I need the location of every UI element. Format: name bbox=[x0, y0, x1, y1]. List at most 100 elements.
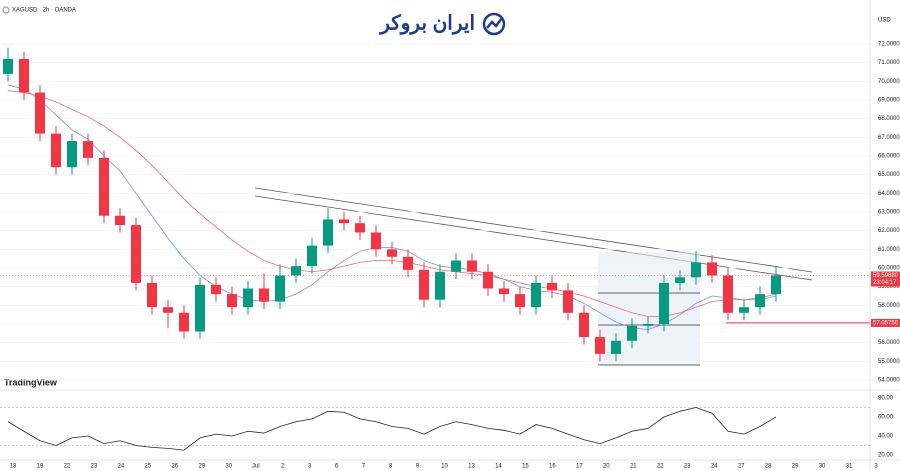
candle-body bbox=[451, 260, 461, 272]
brand-icon bbox=[482, 12, 506, 36]
x-tick-label: 23 bbox=[684, 464, 691, 470]
candle-body bbox=[467, 260, 477, 272]
candle-body bbox=[611, 340, 621, 354]
candle-body bbox=[147, 282, 157, 308]
last-price-label: 59.59880 bbox=[873, 273, 899, 279]
brand-arrow bbox=[486, 17, 503, 29]
candle-body bbox=[131, 225, 141, 283]
y-tick-label: 65.00000 bbox=[878, 172, 900, 178]
x-tick-label: 9 bbox=[416, 464, 420, 470]
candle-body bbox=[483, 271, 493, 289]
y-tick-label: 60.00000 bbox=[878, 266, 900, 272]
candle-body bbox=[563, 290, 573, 313]
candle-body bbox=[643, 324, 653, 326]
watermark-text: TradingView bbox=[4, 377, 58, 387]
y-tick-label: 71.00000 bbox=[878, 60, 900, 66]
currency: USD bbox=[878, 18, 891, 24]
candle-body bbox=[243, 288, 253, 308]
symbol-title: XAGUSD · 2h · OANDA bbox=[12, 8, 76, 14]
x-tick-label: 21 bbox=[630, 464, 637, 470]
trend-line bbox=[254, 187, 813, 273]
candle-body bbox=[627, 325, 637, 341]
candle-body bbox=[115, 215, 125, 226]
candle-body bbox=[659, 282, 669, 324]
candle-body bbox=[35, 92, 45, 134]
y-tick-label: 62.00000 bbox=[878, 228, 900, 234]
x-tick-label: 24 bbox=[711, 464, 718, 470]
x-tick-label: 20 bbox=[603, 464, 610, 470]
x-tick-label: 2 bbox=[281, 464, 285, 470]
y-tick-label: 40.00 bbox=[878, 434, 894, 440]
candle-body bbox=[531, 282, 541, 308]
rsi-line bbox=[7, 407, 777, 451]
x-tick-label: 22 bbox=[657, 464, 664, 470]
candle-body bbox=[723, 275, 733, 313]
level-label: 57.05750 bbox=[873, 321, 899, 327]
x-tick-label: Jul bbox=[252, 464, 260, 470]
candle-body bbox=[195, 284, 205, 332]
candle-body bbox=[259, 288, 269, 302]
candle-body bbox=[67, 141, 77, 168]
y-tick-label: 63.00000 bbox=[878, 210, 900, 216]
y-tick-label: 68.00000 bbox=[878, 116, 900, 122]
y-tick-label: 70.00000 bbox=[878, 79, 900, 85]
x-tick-label: 13 bbox=[468, 464, 475, 470]
symbol-icon bbox=[2, 6, 10, 14]
candle-body bbox=[275, 275, 285, 302]
candle-body bbox=[99, 157, 109, 216]
y-tick-label: 60.00 bbox=[878, 415, 894, 421]
brand-logo: ایران بروکر bbox=[378, 12, 506, 36]
candle-body bbox=[387, 249, 397, 257]
y-tick-label: 20.00 bbox=[878, 453, 894, 459]
candle-body bbox=[403, 256, 413, 270]
level-label-box bbox=[871, 318, 900, 327]
candle-body bbox=[499, 288, 509, 295]
x-tick-label: 19 bbox=[37, 464, 44, 470]
x-tick-label: 29 bbox=[792, 464, 799, 470]
candle-body bbox=[339, 219, 349, 224]
candle-body bbox=[739, 307, 749, 313]
x-tick-label: 18 bbox=[10, 464, 17, 470]
x-tick-label: 29 bbox=[198, 464, 205, 470]
x-tick-label: 30 bbox=[819, 464, 826, 470]
candle-body bbox=[435, 271, 445, 300]
candle-body bbox=[83, 141, 93, 158]
x-tick-label: 27 bbox=[738, 464, 745, 470]
candle-body bbox=[227, 294, 237, 308]
x-tick-label: 23 bbox=[91, 464, 98, 470]
candle-body bbox=[291, 266, 301, 276]
x-tick-label: 6 bbox=[335, 464, 339, 470]
y-tick-label: 72.00000 bbox=[878, 42, 900, 48]
x-tick-label: 28 bbox=[765, 464, 772, 470]
y-tick-label: 54.00000 bbox=[878, 378, 900, 384]
candle-body bbox=[707, 262, 717, 276]
countdown: 23:04:17 bbox=[873, 280, 897, 286]
x-tick-label: 30 bbox=[225, 464, 232, 470]
candle-body bbox=[211, 284, 221, 295]
x-tick-label: 26 bbox=[171, 464, 178, 470]
brand-text: ایران بروکر bbox=[378, 12, 475, 35]
y-tick-label: 59.00000 bbox=[878, 284, 900, 290]
x-tick-label: 17 bbox=[576, 464, 583, 470]
y-tick-label: 56.00000 bbox=[878, 340, 900, 346]
y-tick-label: 58.00000 bbox=[878, 303, 900, 309]
candle-body bbox=[675, 277, 685, 283]
x-tick-label: 3 bbox=[874, 464, 878, 470]
last-price-box bbox=[871, 271, 900, 287]
y-tick-label: 66.00000 bbox=[878, 154, 900, 160]
x-tick-label: 16 bbox=[549, 464, 556, 470]
candle-body bbox=[771, 275, 781, 295]
candle-body bbox=[179, 312, 189, 332]
candle-body bbox=[19, 58, 29, 93]
x-tick-label: 24 bbox=[118, 464, 125, 470]
candle-body bbox=[3, 58, 13, 74]
x-tick-label: 10 bbox=[441, 464, 448, 470]
candle-body bbox=[755, 294, 765, 308]
candle-body bbox=[355, 223, 365, 233]
candle-body bbox=[595, 337, 605, 354]
x-tick-label: 15 bbox=[522, 464, 529, 470]
candle-body bbox=[691, 262, 701, 278]
x-tick-label: 25 bbox=[145, 464, 152, 470]
